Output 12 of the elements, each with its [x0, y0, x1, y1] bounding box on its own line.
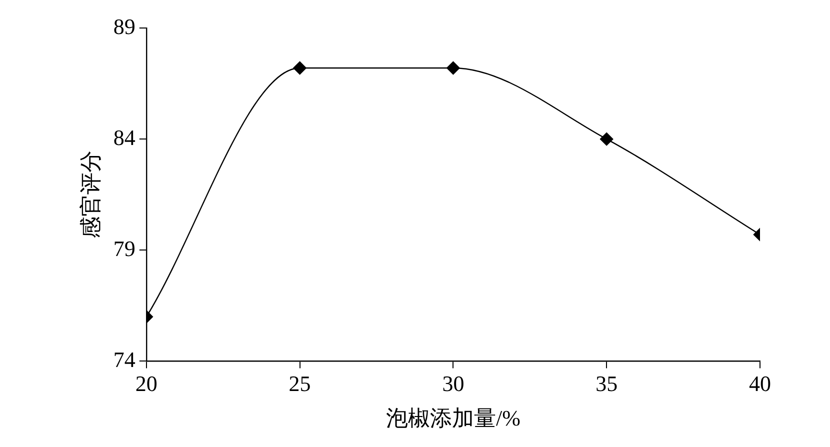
y-tick-label: 79	[113, 236, 136, 261]
x-tick-label: 25	[288, 371, 311, 396]
x-axis-title: 泡椒添加量/%	[386, 406, 520, 431]
y-tick-label: 74	[113, 346, 136, 372]
y-tick-label: 89	[113, 14, 136, 39]
y-tick-label: 84	[113, 124, 136, 150]
x-tick-label: 35	[596, 371, 618, 396]
x-tick-label: 30	[442, 371, 464, 396]
point	[446, 61, 460, 75]
x-tick-label: 40	[749, 371, 771, 396]
x-tick-label: 20	[135, 371, 158, 396]
y-axis-title: 感官评分	[78, 150, 103, 239]
